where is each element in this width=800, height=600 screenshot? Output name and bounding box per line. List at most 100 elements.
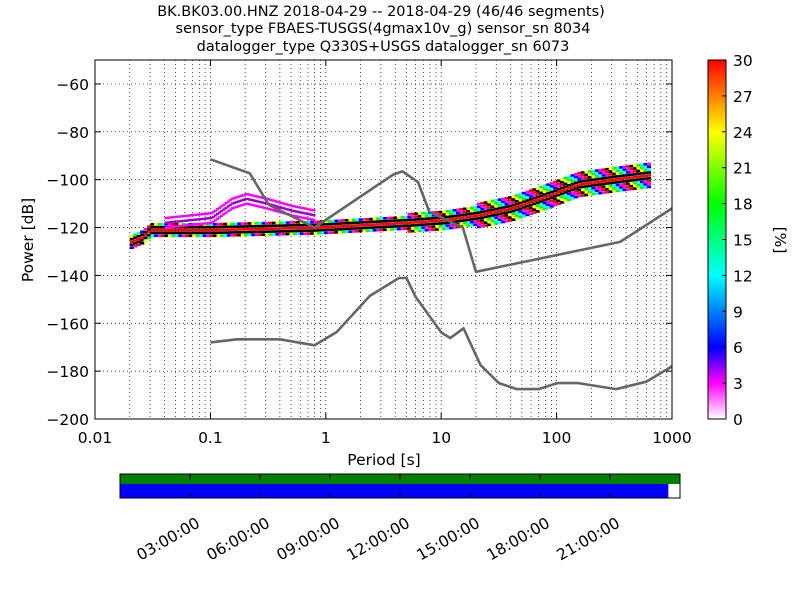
- psd-cell: [303, 226, 308, 230]
- psd-cell: [629, 164, 634, 168]
- psd-cell: [263, 201, 267, 205]
- psd-cell: [181, 225, 186, 229]
- psd-cell: [235, 196, 239, 199]
- psd-cell: [560, 201, 565, 204]
- psd-cell: [594, 175, 599, 178]
- psd-cell: [567, 181, 572, 184]
- psd-cell: [397, 222, 402, 225]
- psd-cell: [178, 222, 183, 226]
- psd-cell: [218, 216, 222, 219]
- psd-cell: [567, 198, 572, 202]
- psd-cell: [278, 230, 284, 233]
- y-tick-label: −180: [46, 363, 89, 381]
- psd-cell: [268, 221, 273, 225]
- psd-cell: [168, 221, 172, 224]
- psd-cell: [348, 224, 353, 228]
- psd-cell: [535, 204, 540, 207]
- psd-cell: [570, 179, 575, 183]
- psd-cell: [308, 213, 312, 216]
- psd-cell: [369, 220, 374, 224]
- psd-cell: [223, 231, 228, 234]
- psd-cell: [390, 228, 395, 231]
- psd-cell: [226, 225, 232, 229]
- psd-cell: [612, 187, 617, 190]
- psd-cell: [220, 209, 224, 213]
- psd-cell: [237, 195, 241, 198]
- psd-cell: [327, 231, 332, 235]
- psd-cell: [542, 198, 547, 202]
- psd-cell: [150, 225, 155, 229]
- psd-cell: [445, 221, 450, 225]
- psd-cell: [265, 197, 269, 200]
- psd-cell: [556, 190, 561, 194]
- psd-cell: [594, 183, 599, 187]
- psd-cell: [456, 225, 461, 229]
- psd-cell: [480, 201, 485, 205]
- psd-cell: [608, 190, 613, 193]
- psd-cell: [211, 211, 215, 214]
- psd-cell: [140, 236, 145, 239]
- psd-cell: [525, 193, 530, 197]
- psd-cell: [410, 221, 416, 224]
- psd-cell: [445, 215, 450, 219]
- psd-cell: [179, 219, 183, 223]
- psd-cell: [619, 183, 624, 186]
- psd-cell: [504, 208, 509, 212]
- psd-cell: [228, 198, 232, 202]
- psd-cell: [626, 165, 631, 168]
- psd-cell: [518, 210, 523, 213]
- psd-cell: [587, 173, 593, 176]
- psd-cell: [317, 229, 322, 232]
- psd-cell: [560, 181, 565, 184]
- psd-cell: [251, 222, 256, 225]
- psd-cell: [230, 234, 235, 237]
- psd-cell: [341, 227, 346, 231]
- y-tick-label: −60: [56, 76, 89, 94]
- psd-cell: [164, 222, 169, 226]
- psd-cell: [528, 192, 534, 195]
- psd-cell: [341, 224, 346, 228]
- psd-cell: [247, 233, 252, 237]
- psd-cell: [580, 191, 586, 194]
- psd-cell: [646, 171, 652, 174]
- psd-cell: [258, 233, 263, 237]
- psd-cell: [289, 229, 294, 233]
- psd-cell: [584, 193, 589, 197]
- psd-cell: [473, 220, 478, 224]
- psd-cell: [497, 209, 502, 213]
- psd-cell: [247, 230, 252, 234]
- psd-cell: [483, 201, 488, 204]
- psd-cell: [535, 189, 540, 193]
- psd-cell: [133, 239, 138, 242]
- psd-cell: [369, 226, 374, 229]
- psd-cell: [442, 210, 447, 214]
- psd-cell: [160, 228, 166, 232]
- psd-cell: [226, 210, 230, 213]
- psd-cell: [397, 224, 402, 228]
- psd-cell: [344, 221, 350, 225]
- psd-cell: [282, 227, 287, 230]
- y-tick-label: −160: [46, 315, 89, 333]
- psd-cell: [480, 216, 485, 219]
- psd-cell: [265, 207, 269, 210]
- psd-cell: [466, 207, 471, 210]
- psd-cell: [372, 229, 377, 232]
- psd-cell: [473, 214, 478, 218]
- psd-cell: [258, 196, 262, 199]
- psd-cell: [188, 219, 192, 222]
- psd-cell: [286, 208, 290, 211]
- y-tick-label: −100: [46, 172, 89, 190]
- psd-cell: [570, 194, 575, 197]
- psd-cell: [619, 180, 624, 184]
- psd-cell: [256, 195, 260, 198]
- psd-cell: [240, 225, 245, 228]
- psd-cell: [563, 194, 568, 197]
- psd-cell: [175, 215, 179, 219]
- psd-cell: [560, 183, 565, 187]
- psd-cell: [567, 175, 572, 179]
- psd-cell: [567, 184, 572, 187]
- psd-cell: [224, 211, 228, 214]
- psd-cell: [587, 170, 593, 173]
- psd-cell: [403, 218, 409, 222]
- psd-cell: [504, 211, 509, 214]
